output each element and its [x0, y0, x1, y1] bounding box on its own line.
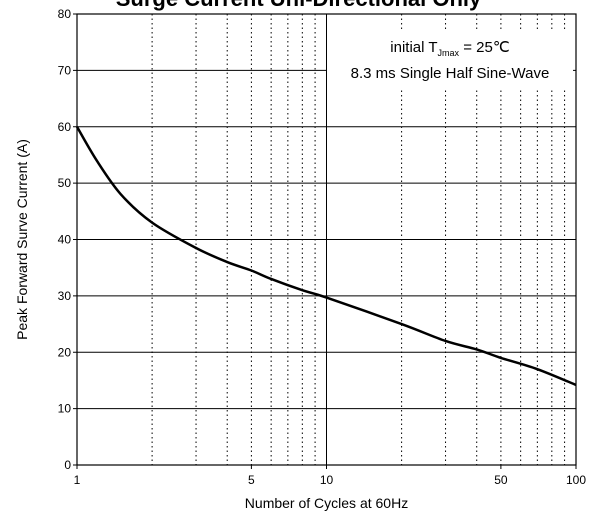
x-axis-label: Number of Cycles at 60Hz	[245, 495, 408, 511]
x-tick-label: 100	[566, 473, 586, 487]
series-line	[75, 126, 577, 387]
x-tick-label: 1	[74, 473, 81, 487]
x-tick-label: 10	[320, 473, 334, 487]
y-tick-label: 0	[64, 458, 71, 472]
annotation-line-1: initial TJmax = 25℃	[390, 39, 509, 58]
grid	[77, 14, 576, 465]
y-tick-label: 50	[58, 176, 72, 190]
annotation-box: initial TJmax = 25℃ 8.3 ms Single Half S…	[327, 30, 573, 88]
y-tick-label: 80	[58, 7, 72, 21]
series	[75, 126, 577, 387]
y-tick-label: 10	[58, 402, 72, 416]
y-tick-label: 20	[58, 345, 72, 359]
y-tick-label: 60	[58, 120, 72, 134]
y-tick-label: 30	[58, 289, 72, 303]
annotation-line-2: 8.3 ms Single Half Sine-Wave	[351, 65, 550, 82]
chart-title: Surge Current Uni-Directional Only	[0, 0, 597, 12]
annotation-suffix: = 25℃	[459, 39, 510, 56]
y-tick-label: 70	[58, 63, 72, 77]
y-tick-label: 40	[58, 233, 72, 247]
x-tick-label: 50	[494, 473, 508, 487]
y-axis-label: Peak Forward Surve Current (A)	[14, 139, 30, 340]
x-tick-label: 5	[248, 473, 255, 487]
annotation-subscript: Jmax	[438, 48, 460, 58]
axes: 0 10 20 30 40 50 60 70 80 1 5 10 50 100	[58, 7, 587, 487]
